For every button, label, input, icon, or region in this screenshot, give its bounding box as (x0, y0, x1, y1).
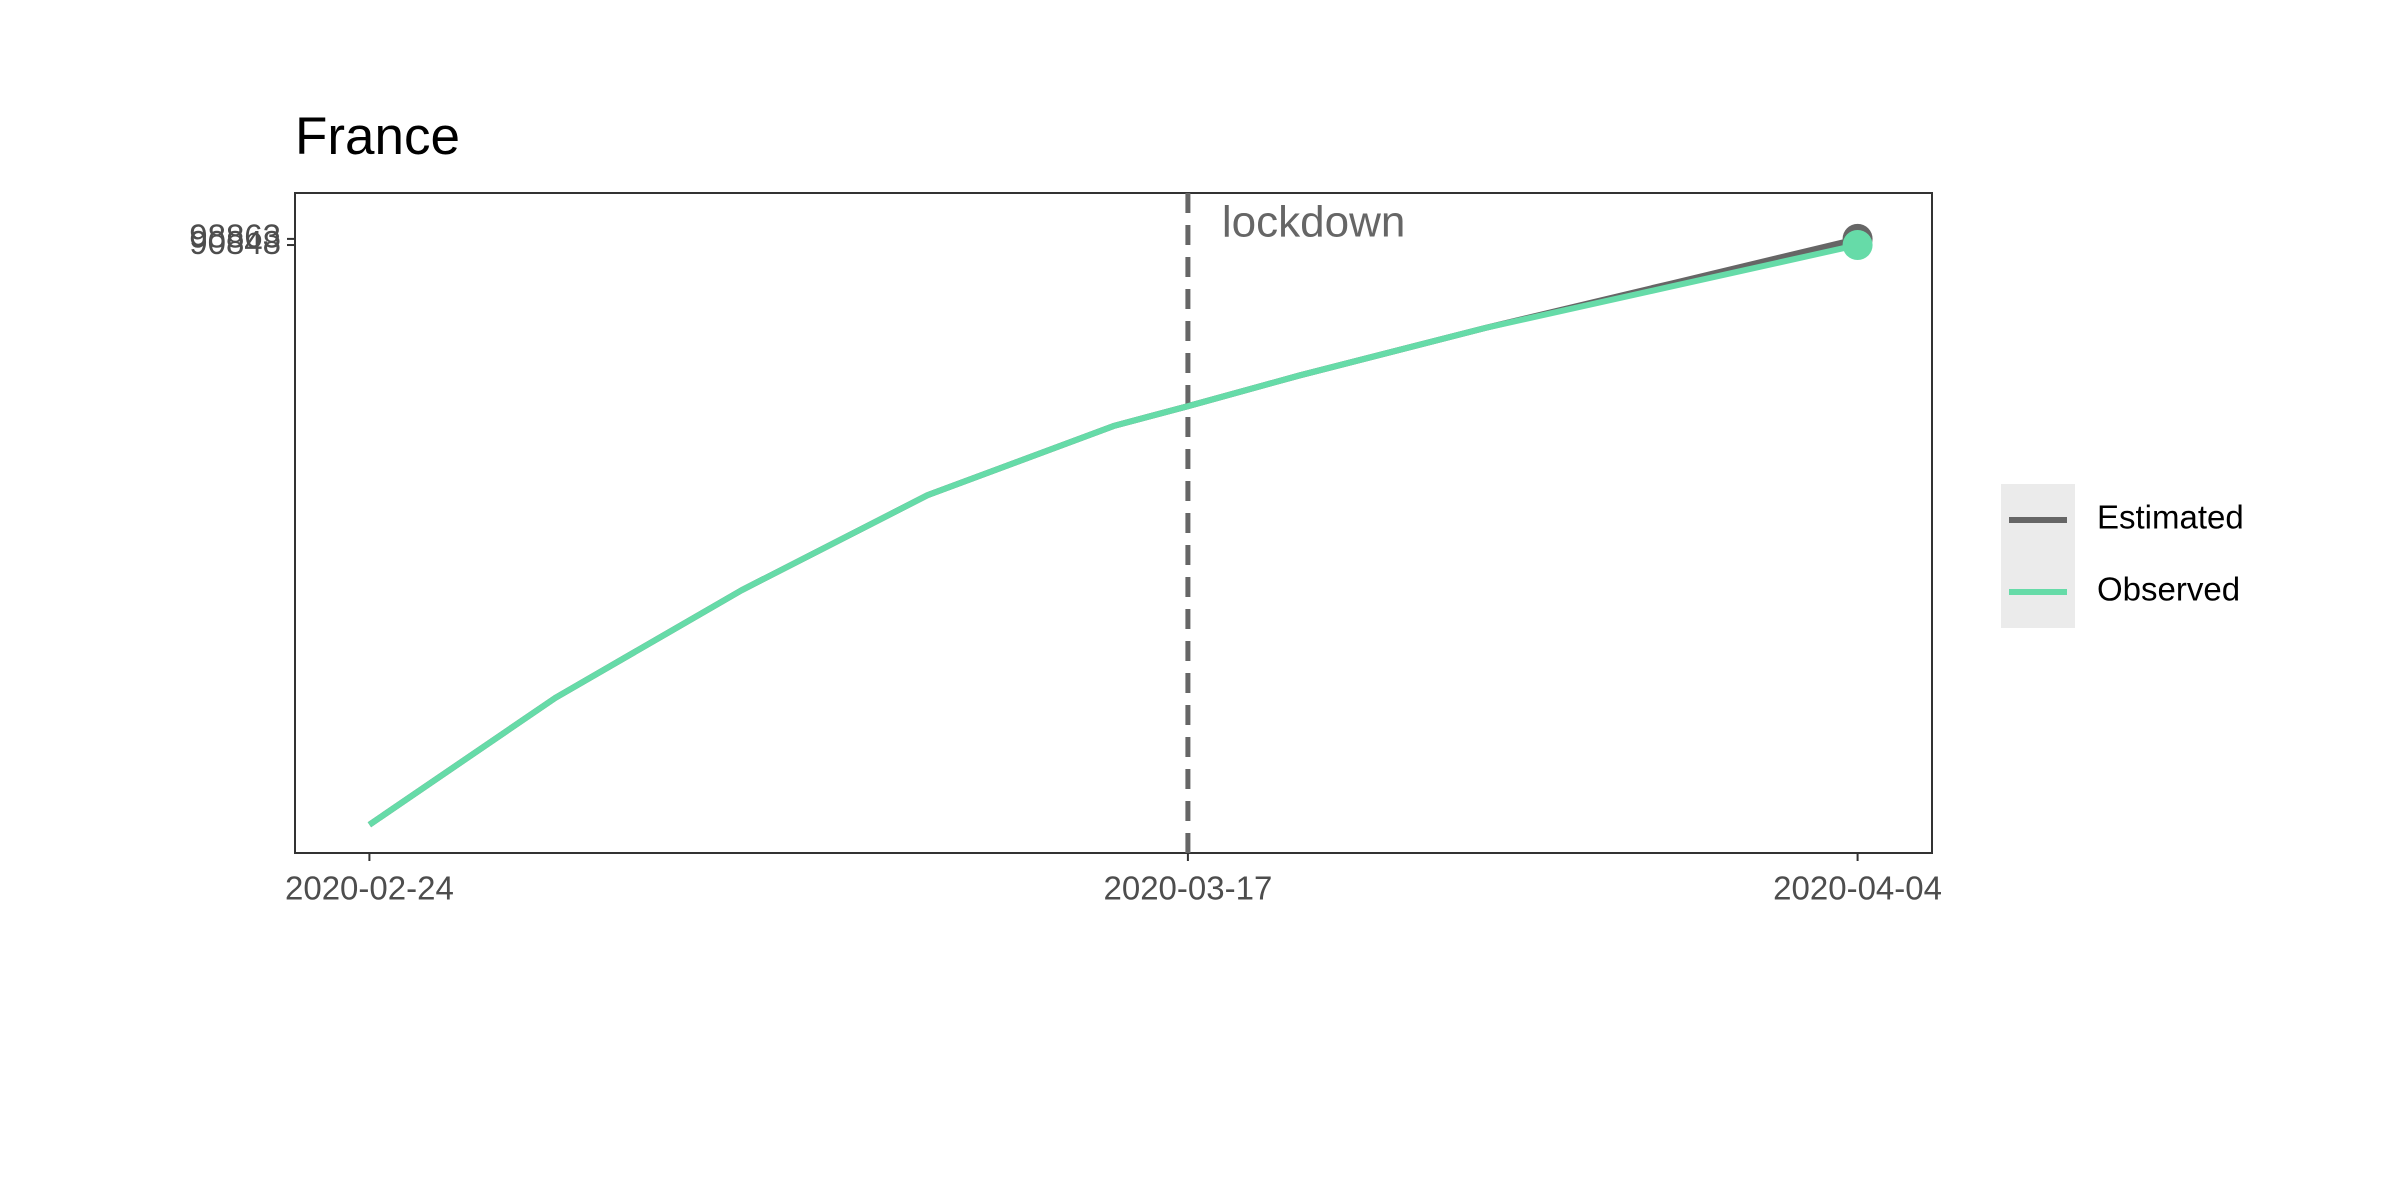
y-tick-label: 98863 (189, 218, 281, 255)
x-tick-label: 2020-02-24 (285, 870, 454, 907)
legend-key-bg (2001, 484, 2075, 628)
series-line (367, 242, 1859, 828)
annotation-label: lockdown (1222, 198, 1405, 247)
x-tick-label: 2020-04-04 (1773, 870, 1942, 907)
legend-label: Observed (2097, 571, 2240, 608)
x-tick-label: 2020-03-17 (1104, 870, 1273, 907)
plot-panel (294, 192, 1933, 854)
end-point (1842, 230, 1873, 261)
legend-label: Estimated (2097, 499, 2244, 536)
y-tick-label: 90848 (189, 224, 281, 261)
chart-title: France (295, 107, 460, 166)
